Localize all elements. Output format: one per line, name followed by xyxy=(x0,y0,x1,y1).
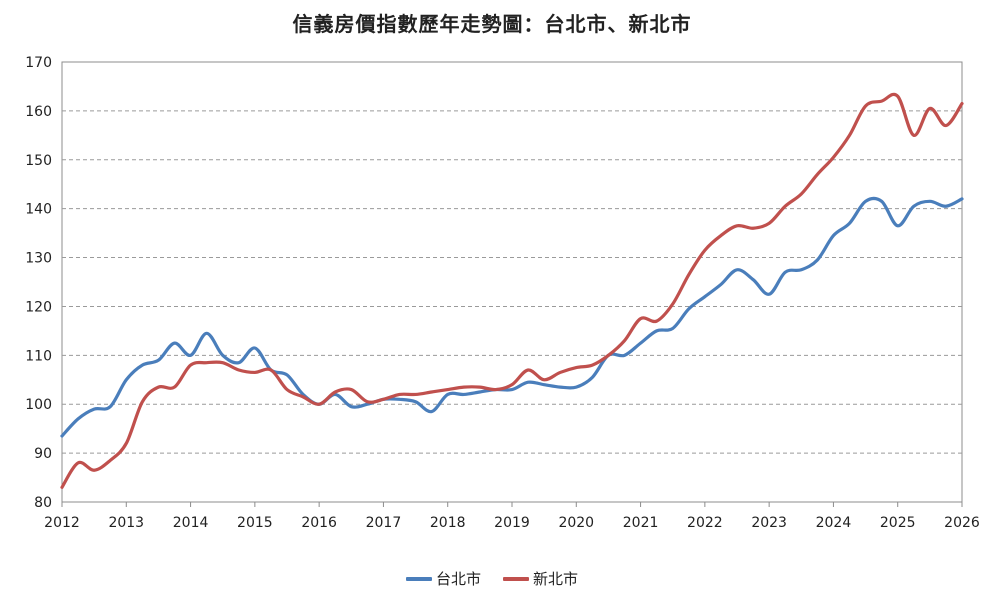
x-tick-label: 2018 xyxy=(430,515,466,531)
legend-swatch xyxy=(405,576,432,581)
legend-item-taipei: 台北市 xyxy=(405,568,481,589)
legend-label: 新北市 xyxy=(533,570,579,588)
series-layer xyxy=(60,92,964,489)
chart-title: 信義房價指數歷年走勢圖：台北市、新北市 xyxy=(292,12,692,36)
axis-layer: 80 90 100 110 120 130 140 150 160 170 2012 2013 2014… xyxy=(25,55,980,531)
x-tick-label: 2022 xyxy=(687,515,723,531)
x-tick-label: 2019 xyxy=(494,515,530,531)
x-tick-label: 2024 xyxy=(816,515,852,531)
series-line-new-taipei xyxy=(60,92,964,489)
y-tick-label: 110 xyxy=(25,348,52,364)
x-tick-label: 2017 xyxy=(366,515,402,531)
y-tick-label: 170 xyxy=(25,55,52,71)
y-tick-label: 150 xyxy=(25,153,52,169)
y-tick-label: 90 xyxy=(34,446,52,462)
legend-label: 台北市 xyxy=(435,570,481,588)
grid-layer xyxy=(61,61,963,503)
legend-item-new-taipei: 新北市 xyxy=(503,568,578,589)
x-tick-label: 2023 xyxy=(751,515,787,531)
x-tick-label: 2021 xyxy=(623,515,659,531)
x-tick-label: 2016 xyxy=(301,515,337,531)
x-tick-label: 2025 xyxy=(880,515,916,531)
x-tick-label: 2012 xyxy=(44,515,80,531)
legend-swatch xyxy=(503,576,529,581)
x-tick-label: 2013 xyxy=(108,515,144,531)
chart-legend: 台北市 新北市 xyxy=(0,568,984,589)
series-line-taipei xyxy=(60,196,964,438)
x-tick-label: 2026 xyxy=(944,515,980,531)
y-tick-label: 100 xyxy=(25,397,52,413)
y-tick-label: 120 xyxy=(25,299,52,315)
x-tick-label: 2020 xyxy=(558,515,594,531)
x-tick-label: 2014 xyxy=(173,515,209,531)
y-tick-label: 140 xyxy=(25,202,52,218)
y-tick-label: 80 xyxy=(34,495,52,511)
plot-area-border xyxy=(61,61,963,503)
x-tick-label: 2015 xyxy=(237,515,273,531)
y-tick-label: 130 xyxy=(25,251,52,267)
y-tick-label: 160 xyxy=(25,104,52,120)
